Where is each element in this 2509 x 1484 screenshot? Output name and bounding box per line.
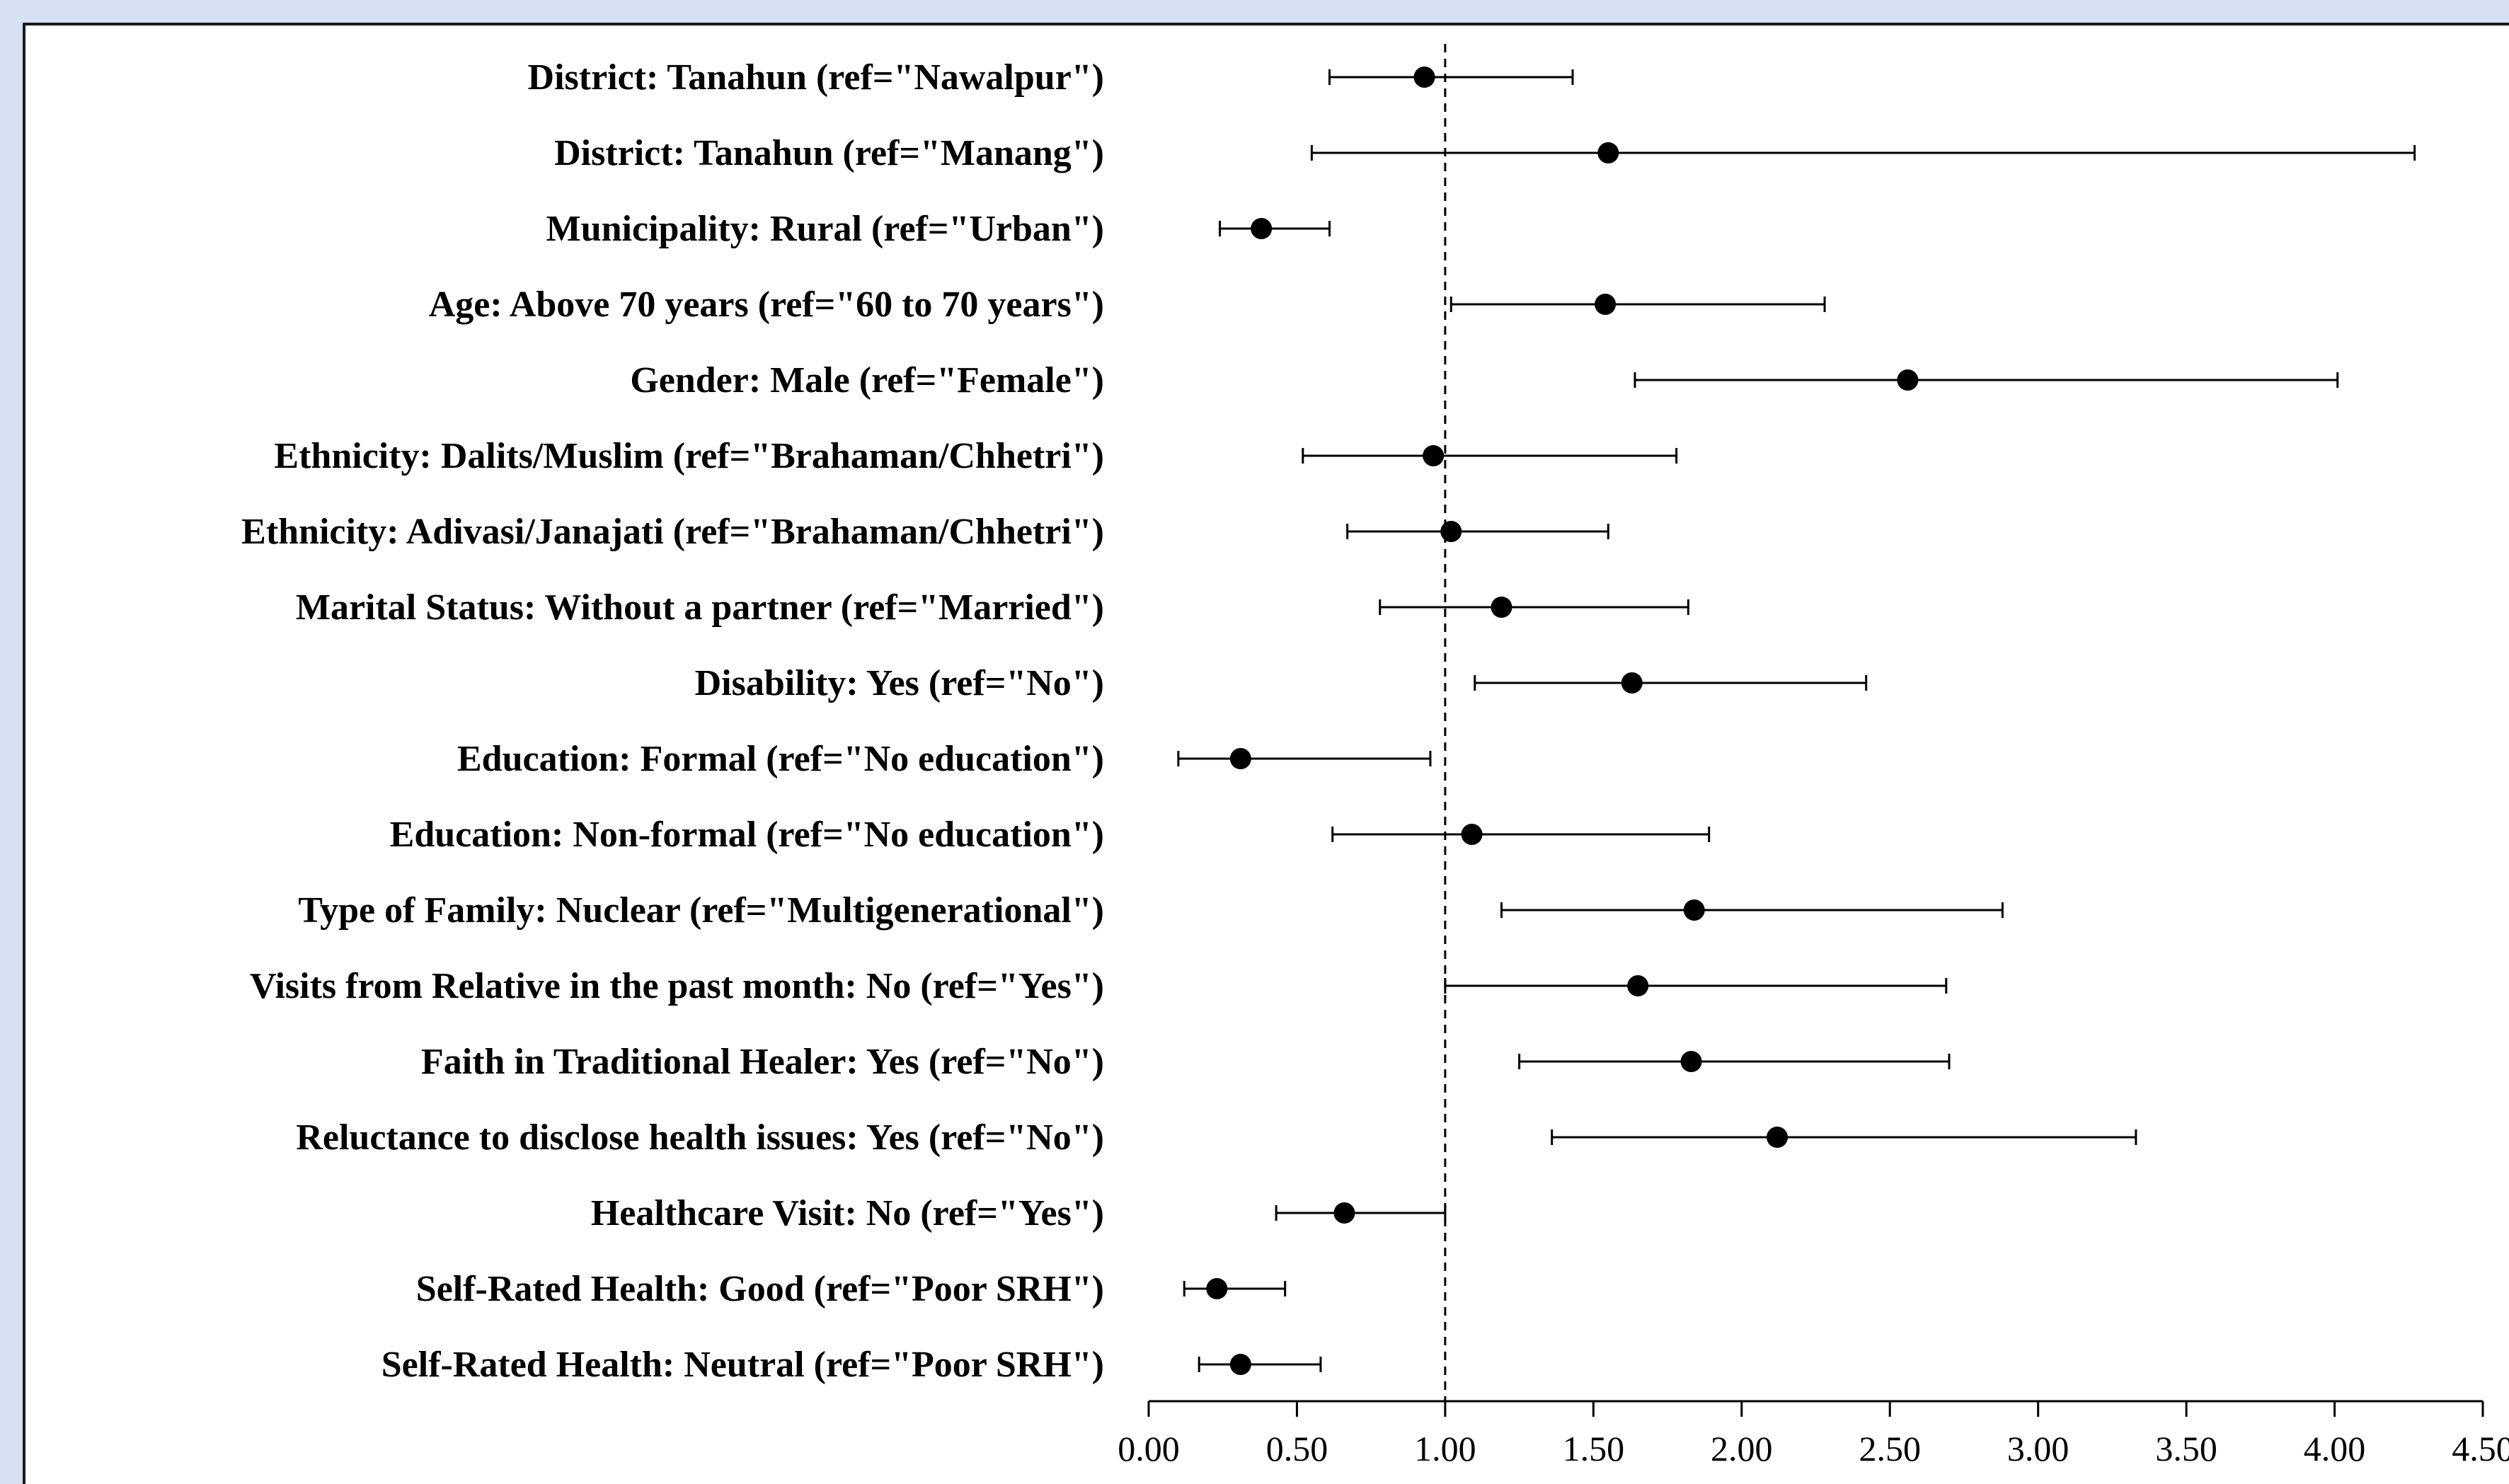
estimate-row: [1379, 597, 1689, 618]
estimate-row: [1500, 899, 2004, 921]
estimate-row: [1328, 67, 1574, 88]
row-label: Marital Status: Without a partner (ref="…: [296, 587, 1104, 628]
estimate-row: [1331, 824, 1711, 845]
row-label: Gender: Male (ref="Female"): [630, 360, 1104, 401]
row-label: Disability: Yes (ref="No"): [695, 663, 1104, 703]
point-estimate: [1413, 67, 1435, 88]
point-estimate: [1680, 1051, 1702, 1072]
estimate-row: [1444, 975, 1948, 996]
point-estimate: [1229, 1354, 1251, 1375]
estimate-row: [1551, 1127, 2137, 1148]
point-estimate: [1897, 369, 1919, 391]
row-label: Ethnicity: Adivasi/Janajati (ref="Braham…: [241, 512, 1104, 552]
row-label: Visits from Relative in the past month: …: [250, 966, 1104, 1006]
estimate-row: [1177, 748, 1432, 769]
row-label: Type of Family: Nuclear (ref="Multigener…: [298, 890, 1104, 931]
point-estimate: [1767, 1127, 1789, 1148]
estimate-row: [1449, 294, 1826, 315]
estimate-row: [1634, 369, 2339, 391]
estimate-row: [1198, 1354, 1322, 1375]
x-tick-label: 3.50: [2155, 1429, 2217, 1468]
point-estimate: [1621, 672, 1643, 694]
point-estimate: [1491, 597, 1512, 618]
point-estimate: [1206, 1278, 1228, 1299]
estimate-row: [1310, 142, 2416, 163]
row-label: Self-Rated Health: Good (ref="Poor SRH"): [416, 1269, 1104, 1309]
point-estimate: [1595, 294, 1617, 315]
x-axis: 0.00 0.50 1.00 1.50 2.00 2.50 3.00 3.50 4.00 4.50: [1118, 1400, 2509, 1468]
chart-panel: [23, 23, 2509, 1484]
row-labels: District: Tanahun (ref="Nawalpur") Distri…: [241, 57, 1104, 1385]
point-estimate: [1461, 824, 1483, 845]
row-label: Reluctance to disclose health issues: Ye…: [296, 1117, 1104, 1158]
row-label: Faith in Traditional Healer: Yes (ref="N…: [421, 1042, 1104, 1082]
x-tick-label: 4.00: [2304, 1429, 2366, 1468]
point-estimate: [1251, 218, 1273, 239]
point-estimate: [1333, 1202, 1355, 1224]
row-label: District: Tanahun (ref="Manang"): [554, 133, 1104, 173]
x-tick-label: 3.00: [2007, 1429, 2069, 1468]
data-rows: [1177, 67, 2416, 1375]
row-label: Education: Formal (ref="No education"): [457, 739, 1104, 779]
row-label: Age: Above 70 years (ref="60 to 70 years…: [429, 284, 1104, 325]
estimate-row: [1518, 1051, 1951, 1072]
estimate-row: [1474, 672, 1868, 694]
point-estimate: [1440, 521, 1462, 542]
estimate-row: [1275, 1202, 1447, 1224]
row-label: Municipality: Rural (ref="Urban"): [546, 209, 1104, 249]
point-estimate: [1597, 142, 1619, 163]
x-tick-label: 0.50: [1266, 1429, 1328, 1468]
estimate-row: [1219, 218, 1331, 239]
point-estimate: [1423, 445, 1445, 466]
point-estimate: [1627, 975, 1649, 996]
point-estimate: [1229, 748, 1251, 769]
row-label: Education: Non-formal (ref="No education…: [390, 815, 1104, 855]
x-tick-label: 1.50: [1563, 1429, 1625, 1468]
estimate-row: [1302, 445, 1678, 466]
row-label: Ethnicity: Dalits/Muslim (ref="Brahaman/…: [274, 436, 1104, 476]
x-tick-label: 1.00: [1414, 1429, 1476, 1468]
x-tick-label: 0.00: [1118, 1429, 1180, 1468]
row-label: Self-Rated Health: Neutral (ref="Poor SR…: [381, 1345, 1104, 1385]
point-estimate: [1683, 899, 1705, 921]
row-label: District: Tanahun (ref="Nawalpur"): [528, 57, 1104, 98]
x-tick-label: 2.50: [1859, 1429, 1921, 1468]
estimate-row: [1346, 521, 1609, 542]
estimate-row: [1183, 1278, 1287, 1299]
row-label: Healthcare Visit: No (ref="Yes"): [591, 1193, 1104, 1233]
x-tick-label: 2.00: [1711, 1429, 1773, 1468]
x-tick-label: 4.50: [2452, 1429, 2509, 1468]
